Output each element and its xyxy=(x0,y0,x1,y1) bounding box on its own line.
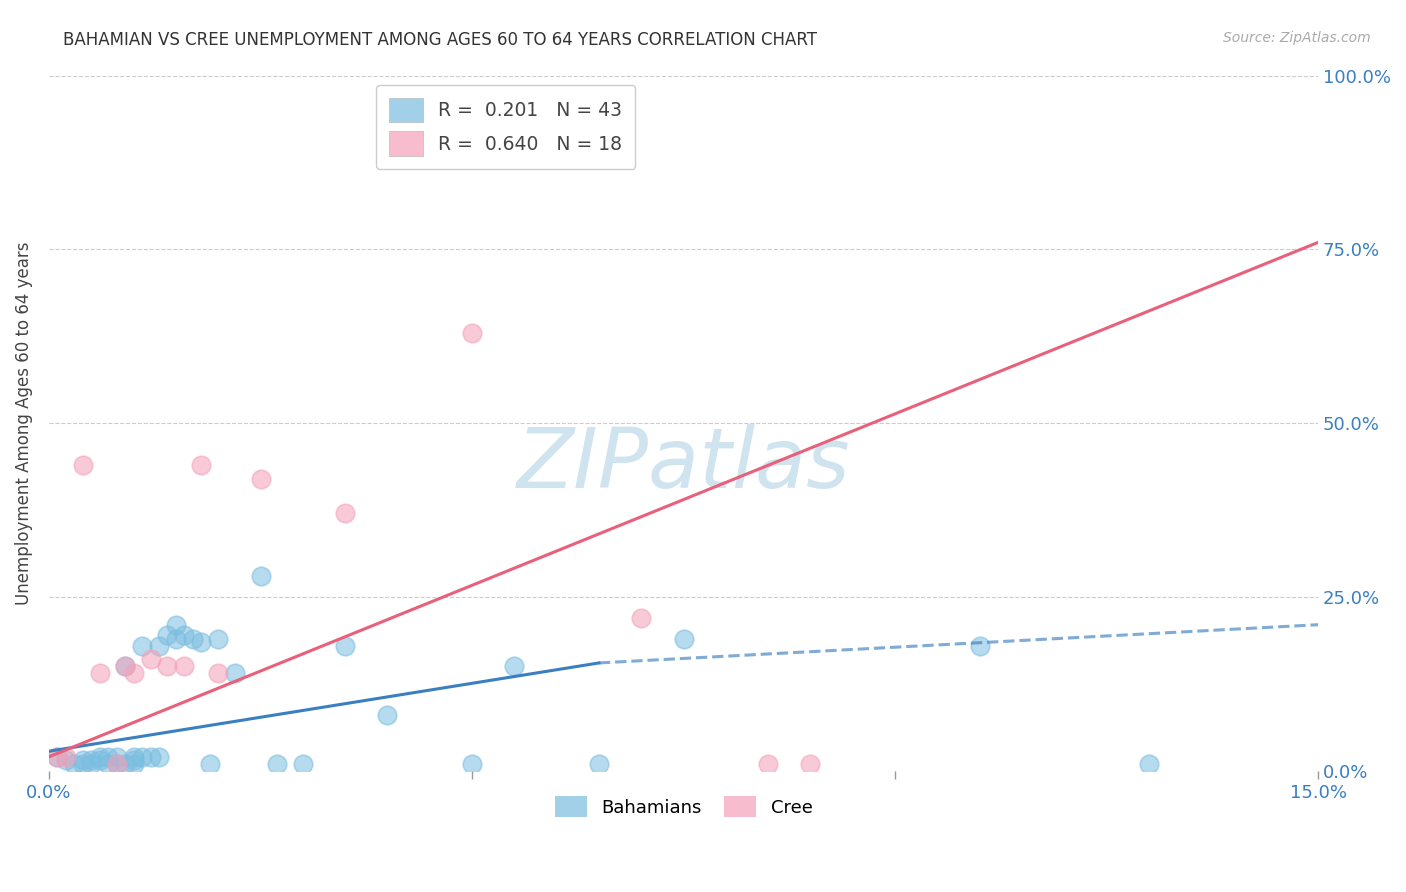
Y-axis label: Unemployment Among Ages 60 to 64 years: Unemployment Among Ages 60 to 64 years xyxy=(15,242,32,605)
Point xyxy=(72,458,94,472)
Point xyxy=(89,753,111,767)
Point xyxy=(1137,756,1160,771)
Point xyxy=(105,756,128,771)
Point xyxy=(799,756,821,771)
Point xyxy=(377,708,399,723)
Point xyxy=(461,756,484,771)
Point xyxy=(80,753,103,767)
Point xyxy=(173,659,195,673)
Point xyxy=(333,507,356,521)
Point xyxy=(122,666,145,681)
Point xyxy=(461,326,484,340)
Point xyxy=(122,753,145,767)
Point xyxy=(131,639,153,653)
Point xyxy=(630,611,652,625)
Point xyxy=(190,458,212,472)
Point xyxy=(139,652,162,666)
Point xyxy=(291,756,314,771)
Point xyxy=(249,472,271,486)
Text: ZIPatlas: ZIPatlas xyxy=(517,425,851,505)
Point xyxy=(156,628,179,642)
Point xyxy=(46,749,69,764)
Point xyxy=(756,756,779,771)
Point xyxy=(190,635,212,649)
Point xyxy=(122,756,145,771)
Point xyxy=(46,749,69,764)
Point xyxy=(198,756,221,771)
Point xyxy=(207,666,229,681)
Text: Source: ZipAtlas.com: Source: ZipAtlas.com xyxy=(1223,31,1371,45)
Point xyxy=(266,756,288,771)
Point xyxy=(165,632,187,646)
Point xyxy=(55,753,77,767)
Point xyxy=(80,756,103,771)
Legend: Bahamians, Cree: Bahamians, Cree xyxy=(547,789,820,824)
Point xyxy=(165,617,187,632)
Point xyxy=(131,749,153,764)
Point xyxy=(139,749,162,764)
Point xyxy=(503,659,526,673)
Point xyxy=(672,632,695,646)
Point xyxy=(148,639,170,653)
Point xyxy=(969,639,991,653)
Point xyxy=(114,659,136,673)
Point xyxy=(207,632,229,646)
Point xyxy=(63,756,86,771)
Point xyxy=(148,749,170,764)
Point xyxy=(97,749,120,764)
Point xyxy=(89,749,111,764)
Point xyxy=(114,756,136,771)
Point xyxy=(224,666,246,681)
Point xyxy=(105,756,128,771)
Point xyxy=(333,639,356,653)
Point xyxy=(173,628,195,642)
Point xyxy=(114,659,136,673)
Point xyxy=(89,666,111,681)
Point xyxy=(72,756,94,771)
Point xyxy=(249,569,271,583)
Point xyxy=(72,753,94,767)
Point xyxy=(588,756,610,771)
Point xyxy=(156,659,179,673)
Point xyxy=(105,749,128,764)
Point xyxy=(97,756,120,771)
Point xyxy=(122,749,145,764)
Text: BAHAMIAN VS CREE UNEMPLOYMENT AMONG AGES 60 TO 64 YEARS CORRELATION CHART: BAHAMIAN VS CREE UNEMPLOYMENT AMONG AGES… xyxy=(63,31,817,49)
Point xyxy=(55,749,77,764)
Point xyxy=(181,632,204,646)
